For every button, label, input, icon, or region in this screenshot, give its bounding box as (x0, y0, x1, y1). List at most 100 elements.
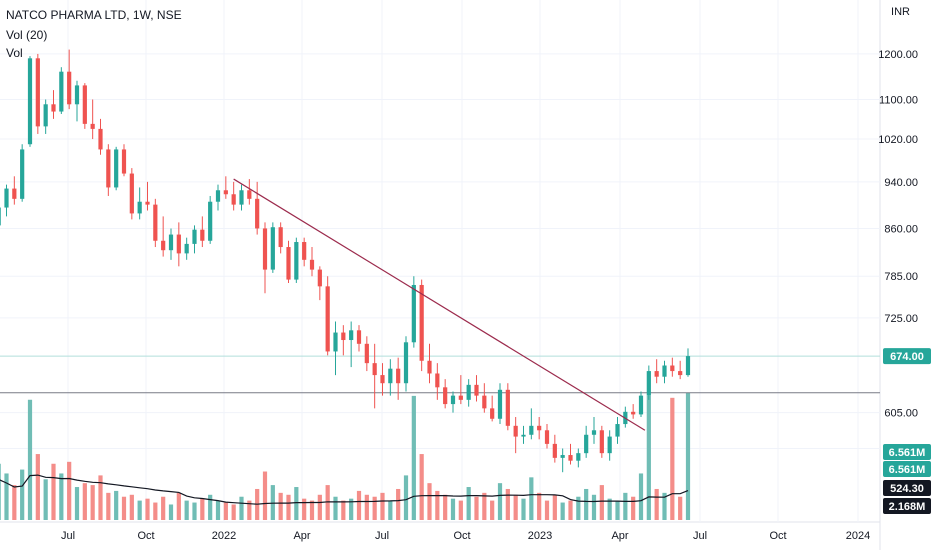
volume-bar (145, 498, 150, 520)
candle (129, 168, 134, 220)
candle (27, 56, 33, 147)
volume-bar (591, 494, 597, 520)
candle-body (35, 58, 40, 127)
candle (631, 404, 636, 419)
volume-bar (294, 487, 299, 520)
volume-bar (372, 496, 377, 520)
candle-body (0, 207, 1, 226)
volume-bar (208, 494, 213, 520)
candle (153, 198, 158, 248)
volume-bar (513, 494, 518, 520)
candle-body (208, 201, 213, 241)
volume-bar (521, 498, 526, 520)
candle-body (497, 389, 503, 419)
volume-bar (482, 492, 487, 520)
candle-body (380, 375, 385, 384)
candle (294, 237, 299, 283)
last-price-tag-text: 674.00 (890, 351, 924, 363)
candle-body (419, 284, 424, 361)
candle-body (74, 85, 80, 105)
volume-bar (466, 487, 471, 520)
volume-bar (615, 500, 620, 520)
volume-bar (43, 479, 48, 520)
candle (114, 146, 119, 191)
volume-bar (568, 500, 573, 520)
volume-bar (114, 490, 119, 520)
candle (349, 321, 354, 368)
candle (458, 375, 463, 405)
price-axis[interactable]: 1200.00 1100.00 1020.00 940.00 860.00 785.00 7… (878, 49, 918, 456)
candle (121, 144, 127, 177)
time-tick-label: Jul (693, 530, 707, 542)
indicator-vol20-label[interactable]: Vol (20) (6, 28, 48, 42)
candle (537, 417, 542, 440)
candle-body (176, 234, 181, 254)
volume-bar (325, 485, 330, 520)
volume-bar (670, 397, 675, 520)
candle-body (27, 58, 33, 145)
volume-bar (278, 492, 283, 520)
candle (325, 276, 330, 356)
candle-body (286, 247, 291, 280)
volume-bar (59, 473, 64, 520)
volume-bar (35, 454, 40, 520)
candle (4, 184, 9, 217)
candle-body (341, 332, 346, 341)
time-tick-label: Oct (769, 530, 786, 542)
volume-bar (443, 494, 448, 520)
candle-body (638, 395, 644, 415)
candle-body (364, 343, 369, 364)
candle (443, 379, 448, 409)
candle-body (646, 371, 651, 396)
candle (356, 325, 362, 352)
candle-body (98, 128, 103, 150)
trendline[interactable] (233, 178, 646, 431)
candle-body (443, 387, 448, 405)
volume-bar (161, 496, 166, 520)
candle-body (482, 395, 487, 409)
candle (646, 365, 651, 400)
candle-body (435, 373, 440, 388)
candle-body (662, 365, 667, 377)
candle (497, 383, 503, 425)
indicator-vol-label[interactable]: Vol (6, 46, 23, 60)
volume-bar (529, 477, 534, 520)
candle (12, 176, 17, 205)
price-tick-label: 725.00 (884, 313, 918, 325)
candle (286, 240, 291, 283)
volume-bar (685, 392, 691, 520)
candle-body (137, 201, 142, 214)
volume-bar (341, 500, 346, 520)
volume-bar (599, 485, 604, 520)
candle (364, 336, 369, 372)
volume-pane (0, 392, 880, 520)
candle-body (576, 453, 581, 461)
candle-body (685, 356, 691, 376)
time-tick-label: Jul (375, 530, 389, 542)
volume-bar (51, 463, 56, 520)
time-tick-label: 2022 (212, 530, 236, 542)
price-tick-label: 940.00 (884, 177, 918, 189)
candle (450, 391, 456, 413)
candlestick-series (0, 49, 691, 473)
volume-bar (0, 463, 1, 520)
candle (427, 343, 432, 384)
price-tick-label: 605.00 (884, 408, 918, 420)
time-axis[interactable]: Jul Oct 2022 Apr Jul Oct 2023 Apr Jul Oct 2024 (61, 530, 870, 542)
volume-hline-tag-text: 6.561M (889, 464, 926, 476)
candle (341, 325, 346, 356)
candle (490, 395, 495, 422)
candle (35, 53, 40, 134)
volume-bar (380, 492, 385, 520)
candle (529, 408, 534, 440)
volume-bar (286, 494, 291, 520)
volume-bar (309, 500, 315, 520)
candle (161, 216, 166, 257)
candle (513, 417, 518, 454)
candle-body (168, 234, 174, 251)
candle (51, 90, 56, 119)
volume-bar (121, 496, 127, 520)
volume-bar (623, 492, 628, 520)
volume-bar (129, 494, 134, 520)
